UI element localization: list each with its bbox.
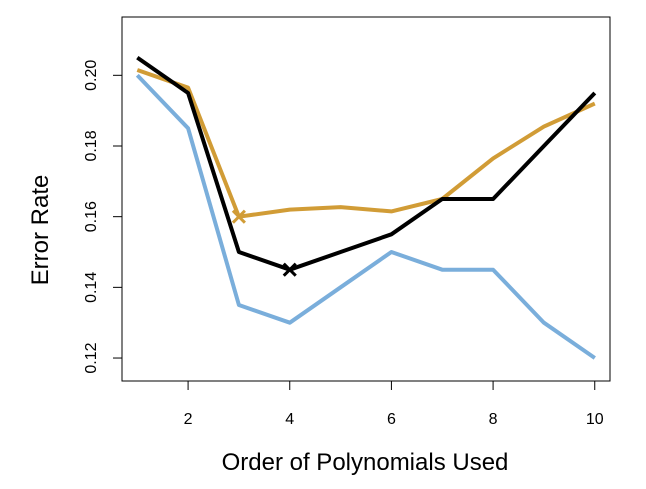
y-tick-label: 0.20	[83, 60, 100, 91]
x-tick-label: 2	[184, 411, 193, 428]
series-line-orange	[136, 68, 596, 219]
y-tick-label: 0.16	[83, 201, 100, 232]
x-tick-label: 8	[489, 411, 498, 428]
orange-minimum-marker	[231, 209, 246, 224]
plot-frame	[121, 16, 611, 382]
series-line-black	[136, 55, 597, 272]
series-line-blue	[135, 73, 596, 360]
x-tick-label: 4	[285, 411, 294, 428]
x-tick-label: 6	[387, 411, 396, 428]
y-axis-title: Error Rate	[27, 175, 54, 286]
x-axis-title: Order of Polynomials Used	[222, 449, 509, 476]
x-tick-label: 10	[586, 411, 604, 428]
black-minimum-marker	[282, 262, 297, 277]
y-tick-label: 0.18	[83, 130, 100, 161]
y-tick-label: 0.14	[83, 272, 100, 303]
y-tick-label: 0.12	[83, 342, 100, 373]
